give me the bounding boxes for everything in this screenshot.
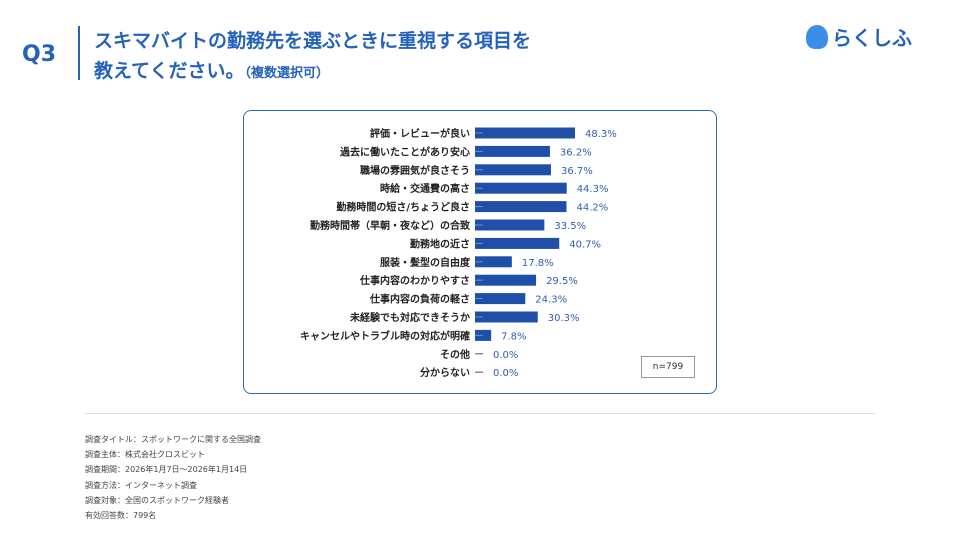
category-label: 勤務時間の短さ/ちょうど良さ [336, 201, 470, 214]
value-label: 33.5% [554, 221, 586, 232]
bar [475, 311, 538, 323]
category-label: 時給・交通費の高さ [380, 182, 470, 195]
value-label: 17.8% [522, 258, 554, 269]
value-label: 24.3% [535, 295, 567, 306]
category-label: 服装・髪型の自由度 [380, 256, 471, 269]
value-label: 36.7% [561, 166, 593, 177]
category-label: 仕事内容のわかりやすさ [359, 274, 470, 287]
value-label: 0.0% [493, 350, 518, 361]
question-number: Q3 [22, 42, 57, 67]
value-label: 7.8% [501, 331, 526, 342]
bar [475, 256, 512, 268]
survey-note: 有効回答数：799名 [85, 511, 157, 521]
bar [475, 293, 526, 305]
value-label: 36.2% [560, 147, 592, 158]
category-label: 評価・レビューが良い [370, 127, 470, 140]
bar [475, 274, 537, 286]
value-label: 30.3% [548, 313, 580, 324]
bar [475, 182, 567, 194]
bar [475, 164, 551, 176]
value-label: 44.2% [576, 203, 608, 214]
value-label: 29.5% [546, 276, 578, 287]
value-label: 44.3% [577, 184, 609, 195]
survey-notes: 調査タイトル：スポットワークに関する全国調査 調査主体：株式会社クロスビット調査期… [85, 432, 261, 523]
survey-note: 調査対象：全国のスポットワーク経験者 [85, 495, 229, 505]
title-line-1: スキマバイトの勤務先を選ぶときに重視する項目を [94, 30, 532, 52]
title-line-2: 教えてください。 [94, 60, 245, 82]
category-label: 仕事内容の負荷の軽さ [369, 293, 470, 306]
bar [475, 145, 550, 157]
value-label: 48.3% [585, 129, 617, 140]
value-label: 0.0% [493, 368, 518, 379]
value-label: 40.7% [569, 239, 601, 250]
title-sub: （複数選択可） [244, 66, 329, 81]
sample-size-annotation: n=799 [641, 356, 695, 378]
category-label: 過去に働いたことがあり安心 [339, 145, 470, 158]
category-label: 分からない [420, 366, 470, 379]
category-label: 勤務地の近さ [410, 237, 470, 250]
bar [475, 237, 560, 249]
logo: らくしふ [806, 22, 912, 51]
divider-line [85, 413, 875, 414]
page-title: スキマバイトの勤務先を選ぶときに重視する項目を 教えてください。（複数選択可） [94, 26, 531, 89]
bar [475, 329, 492, 341]
survey-note: 調査期間：2026年1月7日〜2026年1月14日 [85, 465, 248, 475]
bar [475, 219, 545, 231]
chart-frame [243, 110, 717, 394]
survey-note: 調査タイトル：スポットワークに関する全国調査 [85, 435, 261, 444]
survey-note: 調査方法：インターネット調査 [85, 480, 197, 490]
category-label: 未経験でも対応できそうか [349, 311, 470, 324]
category-label: キャンセルやトラブル時の対応が明確 [300, 329, 470, 342]
category-label: その他 [440, 348, 470, 361]
logo-text: らくしふ [832, 26, 912, 50]
divider [78, 26, 80, 80]
category-label: 職場の雰囲気が良さそう [360, 164, 470, 177]
survey-note: 調査主体：株式会社クロスビット [85, 450, 205, 460]
category-label: 勤務時間帯（早朝・夜など）の合致 [310, 219, 471, 232]
bar [475, 201, 567, 213]
logo-mark-icon [806, 24, 828, 49]
bar [475, 127, 575, 139]
